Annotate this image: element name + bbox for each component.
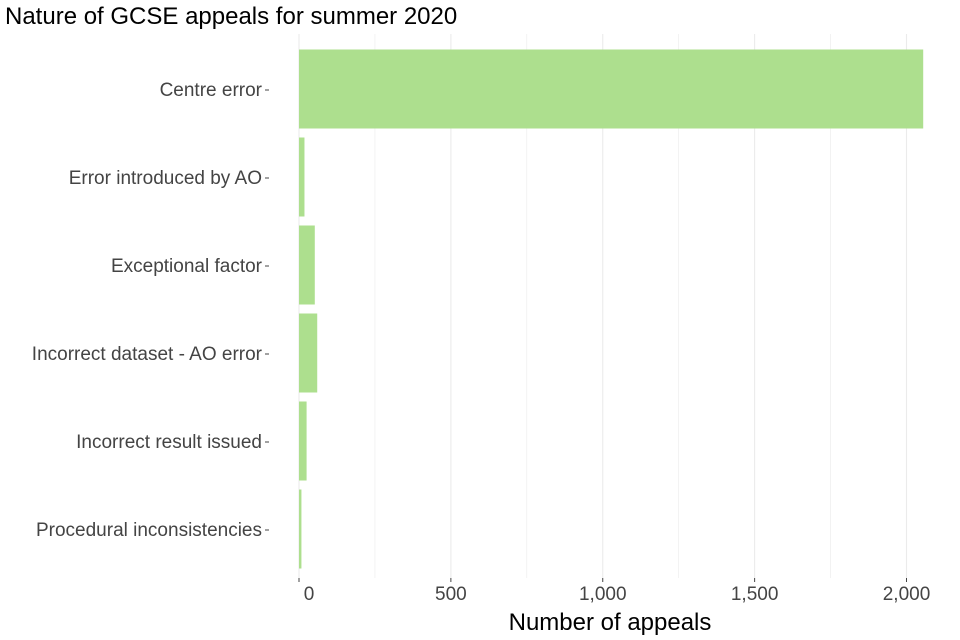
- category-label: Procedural inconsistencies: [36, 520, 262, 541]
- category-label: Incorrect result issued: [76, 432, 262, 453]
- category-label: Incorrect dataset - AO error: [32, 344, 263, 365]
- bar-layer: [299, 49, 924, 569]
- bar: [299, 401, 307, 481]
- bar: [299, 137, 305, 217]
- value-axis: 0 500 1,000 1,500 2,000: [298, 578, 931, 605]
- bar: [299, 49, 924, 129]
- bar: [299, 313, 318, 393]
- category-label: Exceptional factor: [111, 256, 263, 277]
- x-tick-label: 1,000: [579, 584, 627, 605]
- bar: [299, 489, 302, 569]
- category-label: Error introduced by AO: [69, 168, 262, 189]
- x-tick-label: 2,000: [883, 584, 931, 605]
- x-axis-title: Number of appeals: [509, 609, 712, 636]
- x-tick-label: 0: [304, 584, 315, 605]
- category-label: Centre error: [160, 80, 263, 101]
- category-axis: Centre error Error introduced by AO Except…: [32, 80, 269, 541]
- bar: [299, 225, 315, 305]
- x-tick-label: 1,500: [731, 584, 779, 605]
- chart-title: Nature of GCSE appeals for summer 2020: [5, 3, 458, 30]
- x-tick-label: 500: [435, 584, 467, 605]
